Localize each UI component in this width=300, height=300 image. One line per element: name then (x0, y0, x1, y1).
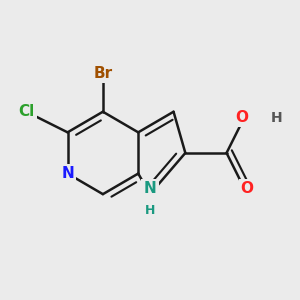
Text: N: N (144, 181, 156, 196)
Text: H: H (271, 111, 282, 124)
Text: Br: Br (93, 66, 112, 81)
Text: O: O (235, 110, 248, 125)
Text: O: O (241, 181, 254, 196)
Text: Cl: Cl (18, 104, 34, 119)
Text: N: N (61, 166, 74, 181)
Text: H: H (145, 204, 155, 217)
